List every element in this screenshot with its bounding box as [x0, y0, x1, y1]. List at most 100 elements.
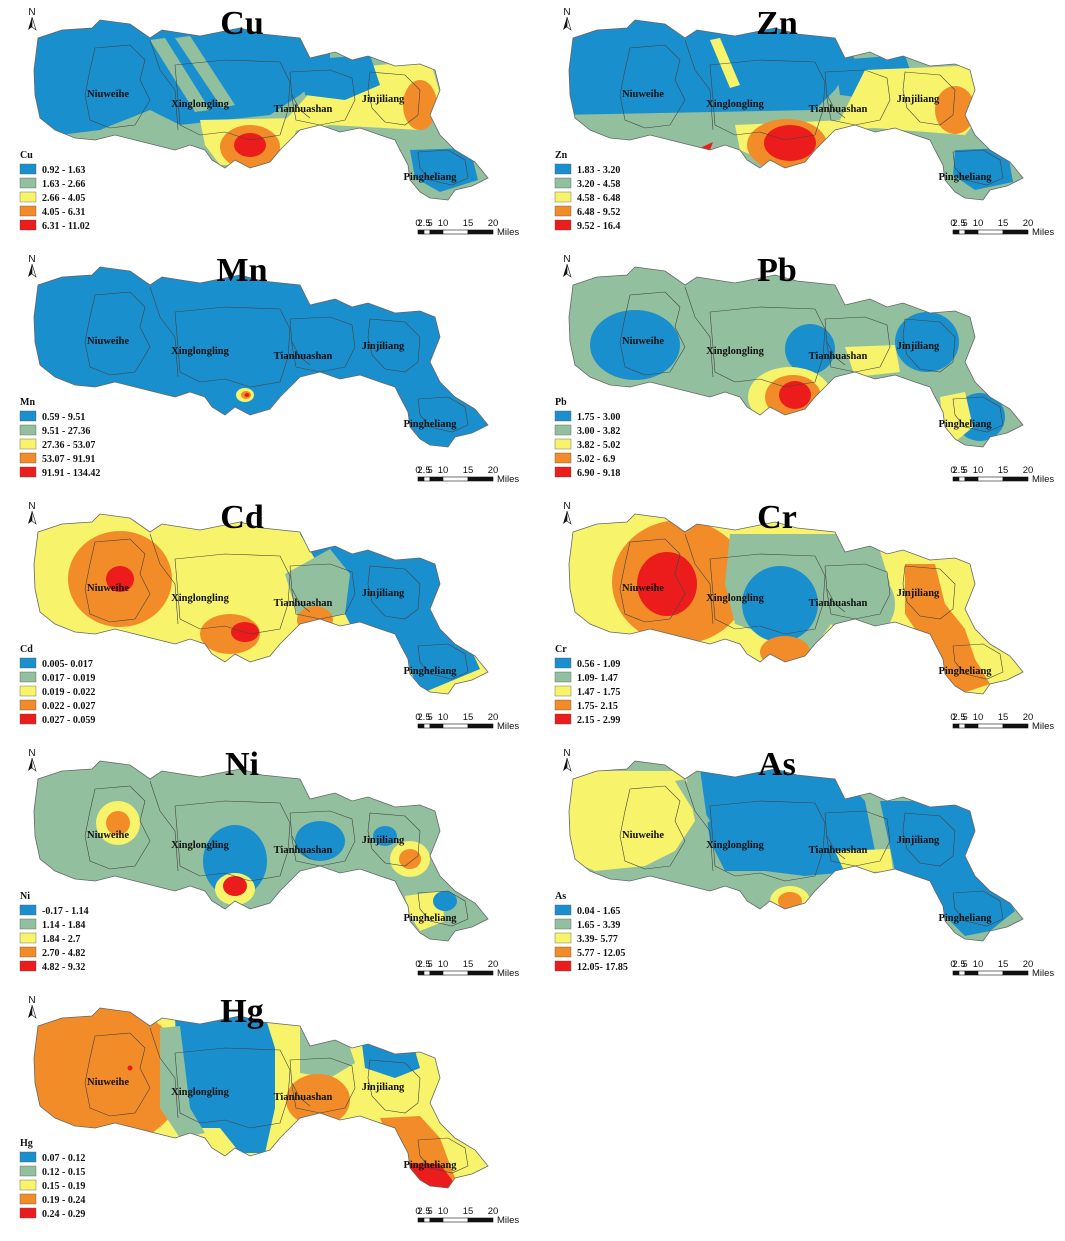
town-label: Jinjiliang — [897, 588, 940, 599]
scale-tick-label: 0 — [415, 465, 420, 476]
town-label: Xinglongling — [171, 840, 230, 851]
scale-tick-label: 20 — [1023, 218, 1034, 229]
town-boundary — [684, 286, 714, 378]
class-zone — [742, 566, 818, 642]
scale-segment — [429, 1217, 444, 1223]
legend-label: 1.47 - 1.75 — [577, 687, 620, 698]
legend-label: 6.90 - 9.18 — [577, 468, 620, 479]
study-area-outline — [33, 1007, 489, 1189]
legend-label: 1.63 - 2.66 — [42, 179, 85, 190]
legend-label: 1.83 - 3.20 — [577, 165, 620, 176]
town-label: Jinjiliang — [362, 835, 405, 846]
scale-tick-label: 15 — [998, 712, 1009, 723]
scale-tick-label: 5 — [962, 959, 967, 970]
scale-segment — [1002, 970, 1029, 976]
class-zone — [880, 801, 1015, 936]
legend-label: 2.70 - 4.82 — [42, 948, 85, 959]
town-boundary — [619, 538, 686, 623]
legend-label: 4.05 - 6.31 — [42, 207, 85, 218]
scale-unit: Miles — [497, 474, 519, 485]
class-zone — [373, 826, 397, 846]
scale-segment — [952, 476, 960, 482]
town-boundary — [289, 69, 356, 126]
legend-label: 0.12 - 0.15 — [42, 1167, 85, 1178]
north-label: N — [563, 7, 570, 18]
legend-label: 0.56 - 1.09 — [577, 659, 620, 670]
north-arrow-icon: N — [28, 501, 37, 525]
town-boundary — [174, 800, 291, 882]
panel-title: Mn — [217, 252, 268, 289]
town-label: Niuweihe — [622, 830, 664, 841]
scale-tick-label: 15 — [998, 465, 1009, 476]
legend-swatch — [19, 1165, 37, 1177]
scale-tick-label: 20 — [1023, 712, 1034, 723]
class-zone — [590, 310, 680, 380]
scale-segment — [442, 229, 469, 235]
scale-unit: Miles — [1032, 968, 1054, 979]
legend-label: 5.77 - 12.05 — [577, 948, 625, 959]
legend-label: 0.19 - 0.24 — [42, 1195, 85, 1206]
legend-label: 0.92 - 1.63 — [42, 165, 85, 176]
legend-swatch — [19, 946, 37, 958]
study-area-outline — [33, 266, 489, 448]
north-label: N — [28, 7, 35, 18]
panel-title: Cd — [220, 499, 264, 536]
legend-title: Ni — [20, 891, 30, 902]
legend-label: 0.019 - 0.022 — [42, 687, 95, 698]
legend-label: 91.91 - 134.42 — [42, 468, 100, 479]
legend-label: 0.027 - 0.059 — [42, 715, 95, 726]
class-zone — [403, 80, 437, 130]
scale-segment — [429, 723, 444, 729]
legend-swatch — [19, 452, 37, 464]
legend-swatch — [554, 918, 572, 930]
town-label: Xinglongling — [706, 840, 765, 851]
class-zone — [760, 636, 810, 668]
town-label: Xinglongling — [171, 593, 230, 604]
study-area-outline — [568, 19, 1024, 201]
legend-label: 0.24 - 0.29 — [42, 1209, 85, 1220]
class-zone — [433, 891, 457, 911]
town-boundary — [619, 785, 686, 870]
class-zone — [106, 566, 134, 592]
scale-tick-label: 20 — [488, 1206, 499, 1217]
scale-segment — [964, 229, 979, 235]
legend-label: 3.20 - 4.58 — [577, 179, 620, 190]
legend-label: 9.52 - 16.4 — [577, 221, 620, 232]
legend-label: 0.017 - 0.019 — [42, 673, 95, 684]
legend-swatch — [19, 699, 37, 711]
legend-label: 3.39- 5.77 — [577, 934, 618, 945]
town-boundary — [367, 71, 421, 126]
class-zone — [710, 38, 740, 88]
town-label: Tianhuashan — [274, 598, 333, 609]
scale-tick-label: 0 — [415, 1206, 420, 1217]
legend-label: 6.31 - 11.02 — [42, 221, 90, 232]
scale-tick-label: 2.5 — [417, 712, 430, 723]
town-boundary — [174, 59, 291, 141]
town-label: Tianhuashan — [809, 845, 868, 856]
legend-label: 9.51 - 27.36 — [42, 426, 90, 437]
scale-segment — [958, 229, 966, 235]
town-boundary — [709, 59, 826, 141]
legend-label: 0.022 - 0.027 — [42, 701, 95, 712]
legend-swatch — [554, 438, 572, 450]
town-boundary — [289, 1057, 356, 1114]
class-zone — [150, 38, 210, 112]
scale-segment — [467, 476, 494, 482]
class-zone — [223, 876, 247, 896]
scale-segment — [977, 723, 1004, 729]
scale-tick-label: 2.5 — [417, 1206, 430, 1217]
panel-title: As — [758, 746, 796, 783]
town-label: Tianhuashan — [809, 598, 868, 609]
town-label: Pingheliang — [938, 913, 992, 924]
scale-segment — [429, 476, 444, 482]
town-boundary — [289, 810, 356, 867]
north-label: N — [28, 501, 35, 512]
scale-tick-label: 2.5 — [952, 712, 965, 723]
scale-tick-label: 2.5 — [952, 218, 965, 229]
class-zone — [845, 345, 900, 377]
class-zone — [270, 60, 445, 135]
scale-tick-label: 15 — [463, 959, 474, 970]
legend: Cd 0.005- 0.017 0.017 - 0.019 0.019 - 0.022… — [19, 644, 95, 726]
